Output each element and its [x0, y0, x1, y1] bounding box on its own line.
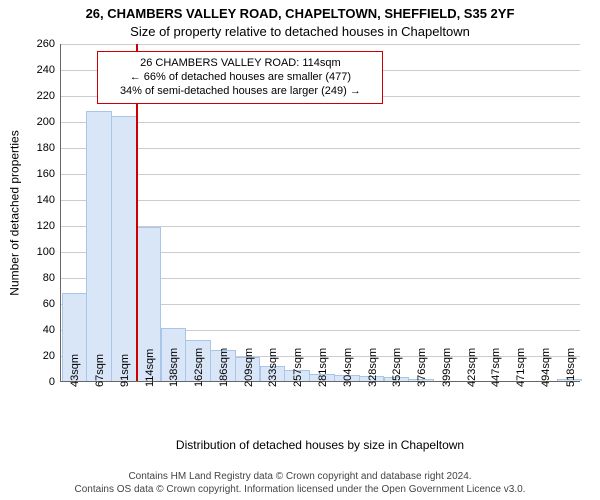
title-line-1: 26, CHAMBERS VALLEY ROAD, CHAPELTOWN, SH…: [0, 6, 600, 21]
x-tick-label: 447sqm: [490, 348, 502, 387]
title-line-2: Size of property relative to detached ho…: [0, 24, 600, 39]
x-tick-label: 352sqm: [391, 348, 403, 387]
gridline: [61, 148, 580, 149]
x-tick-label: 91sqm: [119, 354, 131, 387]
y-tick-label: 260: [21, 38, 55, 50]
annotation-line: 34% of semi-detached houses are larger (…: [106, 84, 374, 98]
y-tick-label: 40: [21, 324, 55, 336]
y-tick-label: 60: [21, 298, 55, 310]
x-tick-label: 494sqm: [540, 348, 552, 387]
x-tick-label: 471sqm: [515, 348, 527, 387]
y-tick-label: 200: [21, 116, 55, 128]
y-tick-label: 0: [21, 376, 55, 388]
y-tick-label: 20: [21, 350, 55, 362]
y-tick-label: 160: [21, 168, 55, 180]
x-tick-label: 304sqm: [342, 348, 354, 387]
x-tick-label: 114sqm: [144, 349, 156, 387]
x-tick-label: 281sqm: [317, 348, 329, 387]
x-tick-label: 209sqm: [243, 348, 255, 387]
footer: Contains HM Land Registry data © Crown c…: [0, 470, 600, 496]
x-tick-label: 423sqm: [466, 348, 478, 387]
gridline: [61, 122, 580, 123]
x-tick-label: 518sqm: [565, 348, 577, 387]
x-tick-label: 233sqm: [267, 348, 279, 387]
gridline: [61, 44, 580, 45]
annotation-line: ← 66% of detached houses are smaller (47…: [106, 70, 374, 84]
x-axis-label: Distribution of detached houses by size …: [60, 438, 580, 452]
y-tick-label: 240: [21, 64, 55, 76]
y-axis-label: Number of detached properties: [8, 44, 22, 382]
x-tick-label: 186sqm: [218, 348, 230, 387]
x-tick-label: 376sqm: [416, 348, 428, 387]
x-tick-label: 328sqm: [367, 348, 379, 387]
x-tick-label: 43sqm: [69, 354, 81, 387]
y-tick-label: 220: [21, 90, 55, 102]
chart-container: 26, CHAMBERS VALLEY ROAD, CHAPELTOWN, SH…: [0, 0, 600, 500]
footer-line-2: Contains OS data © Crown copyright. Info…: [0, 483, 600, 496]
x-tick-label: 67sqm: [94, 354, 106, 387]
y-tick-label: 80: [21, 272, 55, 284]
gridline: [61, 174, 580, 175]
x-tick-label: 162sqm: [193, 348, 205, 387]
annotation-box: 26 CHAMBERS VALLEY ROAD: 114sqm← 66% of …: [97, 51, 383, 104]
y-tick-label: 100: [21, 246, 55, 258]
y-tick-label: 140: [21, 194, 55, 206]
x-tick-label: 399sqm: [441, 348, 453, 387]
histogram-bar: [111, 116, 137, 381]
plot-inner: 02040608010012014016018020022024026043sq…: [60, 44, 580, 382]
plot-area: 02040608010012014016018020022024026043sq…: [60, 44, 580, 382]
y-tick-label: 180: [21, 142, 55, 154]
annotation-line: 26 CHAMBERS VALLEY ROAD: 114sqm: [106, 56, 374, 70]
footer-line-1: Contains HM Land Registry data © Crown c…: [0, 470, 600, 483]
x-tick-label: 138sqm: [168, 348, 180, 387]
y-tick-label: 120: [21, 220, 55, 232]
histogram-bar: [86, 111, 112, 381]
x-tick-label: 257sqm: [292, 348, 304, 387]
gridline: [61, 200, 580, 201]
